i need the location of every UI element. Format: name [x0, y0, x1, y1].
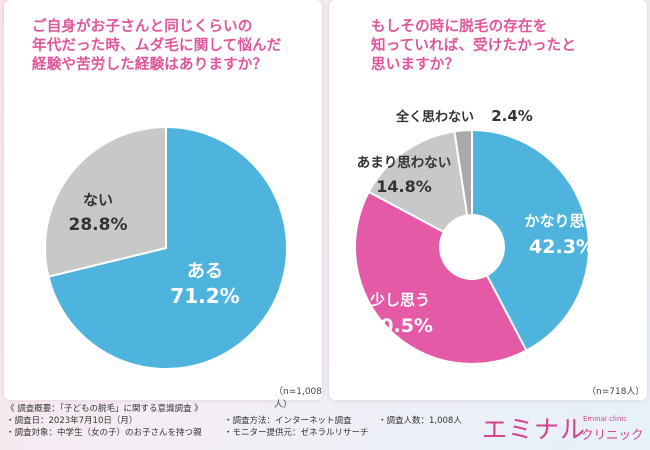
pie-right: かなり思う 42.3% 少し思う 40.5% あまり思わない 14.8% 全く思わない 2.4… [354, 107, 600, 365]
pie-left-slice-0 [47, 125, 288, 370]
eminal-clinic-logo: エミナル Eminal clinic クリニック [482, 409, 646, 445]
pie-left-slice-1 [44, 125, 167, 278]
pie-left-value-0: 71.2% [170, 284, 239, 308]
pie-right-value-3: 2.4% [491, 107, 533, 125]
pie-right-value-2: 14.8% [376, 177, 432, 196]
pie-right-value-0: 42.3% [529, 236, 595, 258]
pie-right-slice-1 [354, 190, 528, 365]
pie-right-slice-0 [471, 128, 590, 352]
pie-right-value-1: 40.5% [367, 315, 433, 337]
pie-right-label-0: かなり思う [524, 212, 599, 230]
pie-left-label-1: ない [83, 191, 113, 209]
footer-date: ・調査日：2023年7月10日（月） [6, 416, 138, 426]
footer-method: ・調査方法：インターネット調査 [224, 416, 352, 426]
pie-right-label-3: 全く思わない [395, 109, 474, 125]
pie-right-slice-2 [367, 130, 474, 249]
footer-title: 《 調査概要：「子どもの脱毛」に関する意識調査 》 [6, 404, 203, 414]
logo-main: エミナル [482, 415, 587, 444]
right-sample-size: （n=718人） [587, 387, 645, 397]
footer-provider: ・モニター提供元：ゼネラルリサーチ [224, 428, 369, 438]
pie-right-center-hole [439, 214, 505, 280]
pie-left-label-0: ある [187, 261, 223, 282]
right-question: もしその時に脱毛の存在を 知っていれば、受けたかったと 思いますか？ [371, 19, 577, 73]
left-question: ご自身がお子さんと同じくらいの 年代だった時、ムダ毛に関して悩んだ 経験や苦労し… [32, 19, 282, 73]
left-sample-size: （n=1,008人） [274, 387, 323, 410]
footer-count: ・調査人数：1,008人 [378, 416, 462, 426]
logo-clinic: クリニック [581, 427, 644, 442]
pie-left-value-1: 28.8% [69, 215, 128, 235]
pie-right-label-1: 少し思う [369, 291, 430, 309]
pie-right-label-2: あまり思わない [357, 155, 452, 171]
logo-sub: Eminal clinic [583, 415, 628, 423]
footer-target: ・調査対象：中学生（女の子）のお子さんを持つ親 [6, 428, 202, 438]
